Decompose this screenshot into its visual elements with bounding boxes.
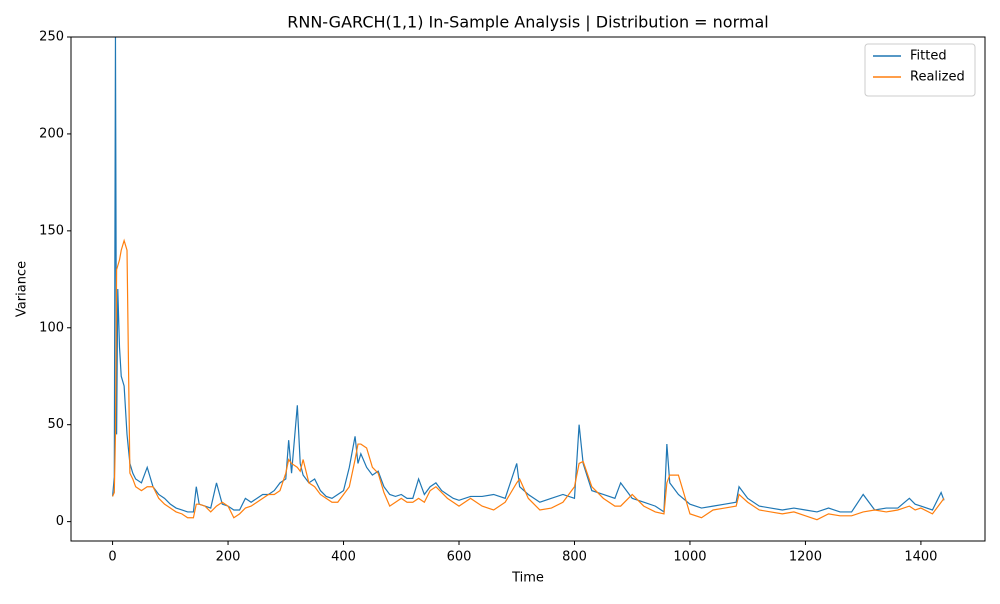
x-tick-label: 400 (331, 550, 356, 565)
y-tick-label: 250 (39, 30, 64, 45)
legend-box (864, 43, 976, 97)
legend-label: Fitted (910, 49, 947, 64)
x-tick-label: 200 (216, 550, 241, 565)
chart-title: RNN-GARCH(1,1) In-Sample Analysis | Dist… (287, 13, 768, 32)
x-tick-label: 1400 (904, 550, 937, 565)
series-line (111, 37, 945, 514)
series-line (112, 238, 945, 521)
y-axis-label: Variance (15, 261, 30, 317)
y-tick-label: 0 (56, 514, 64, 529)
x-tick-label: 1200 (789, 550, 822, 565)
legend-label: Realized (910, 70, 965, 85)
x-tick-label: 1000 (673, 550, 706, 565)
y-tick-label: 50 (47, 417, 64, 432)
x-tick-label: 800 (562, 550, 587, 565)
plot-lines (111, 37, 945, 521)
y-tick-label: 150 (39, 223, 64, 238)
plot-frame (70, 36, 986, 542)
x-axis-label: Time (511, 571, 544, 586)
y-tick-label: 100 (39, 320, 64, 335)
y-tick-label: 200 (39, 126, 64, 141)
x-tick-label: 600 (447, 550, 472, 565)
x-tick-label: 0 (108, 550, 116, 565)
